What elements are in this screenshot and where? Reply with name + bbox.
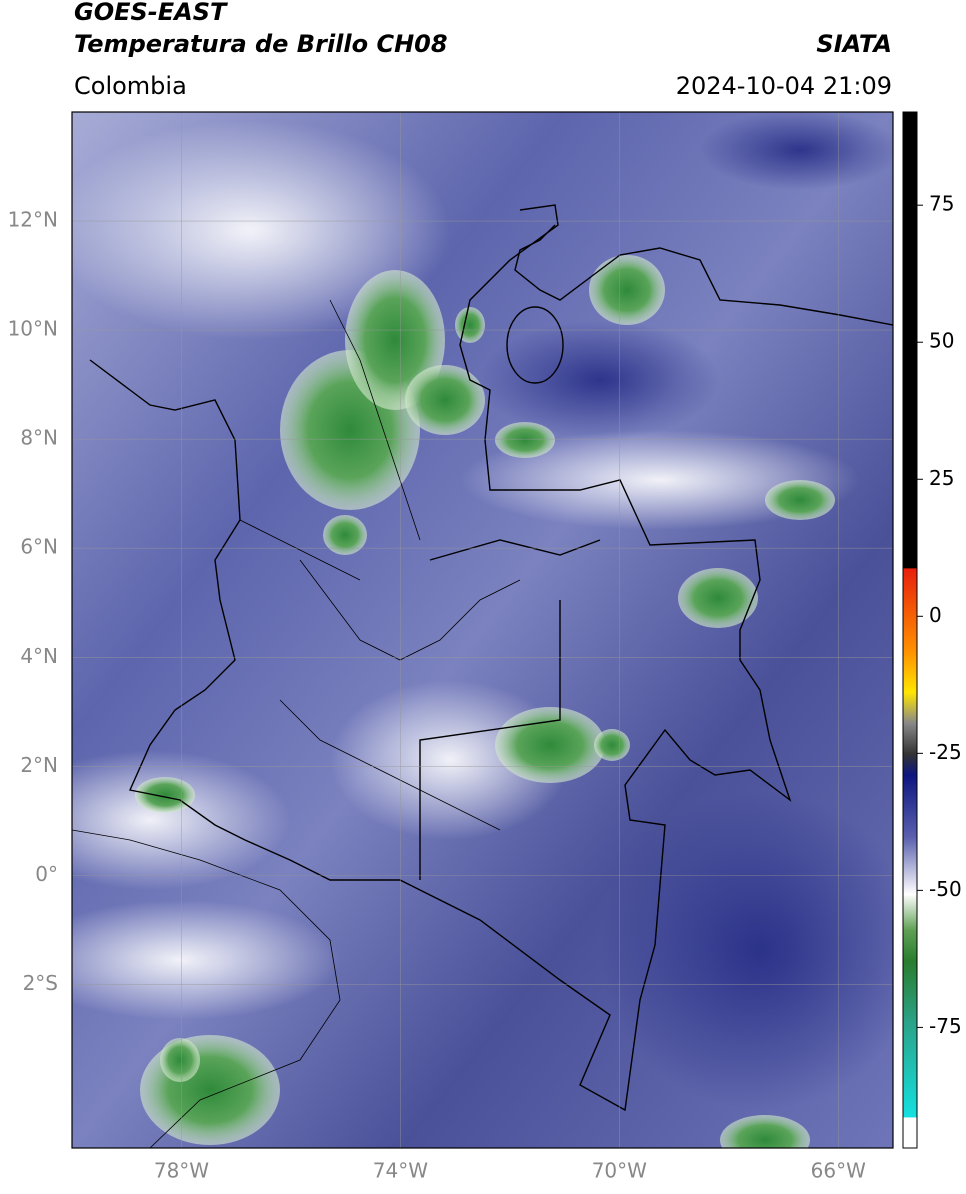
- y-tick-label: 2°N: [20, 753, 58, 777]
- product-title: Temperatura de Brillo CH08: [74, 30, 448, 58]
- x-tick-label: 78°W: [154, 1159, 209, 1183]
- colorbar-tick-label: -25: [929, 740, 962, 764]
- x-tick-label: 66°W: [811, 1159, 866, 1183]
- graticule: [72, 112, 893, 1148]
- colorbar-tick-label: -50: [929, 877, 962, 901]
- x-tick-label: 74°W: [373, 1159, 428, 1183]
- colorbar-tick-label: 75: [929, 192, 954, 216]
- satellite-image: [72, 112, 893, 1148]
- colorbar-tick-label: -75: [929, 1014, 962, 1038]
- y-tick-label: 10°N: [8, 317, 58, 341]
- colorbar-tick-label: 25: [929, 466, 954, 490]
- colorbar: [902, 111, 918, 1149]
- region: Colombia: [74, 72, 187, 100]
- datetime: 2024-10-04 21:09: [676, 72, 892, 100]
- x-tick-label: 70°W: [592, 1159, 647, 1183]
- y-tick-label: 2°S: [23, 971, 58, 995]
- y-tick-label: 8°N: [20, 426, 58, 450]
- colorbar-tick-label: 50: [929, 329, 954, 353]
- y-tick-label: 12°N: [8, 208, 58, 232]
- source-title: GOES-EAST: [74, 0, 228, 26]
- y-tick-label: 4°N: [20, 644, 58, 668]
- y-tick-label: 6°N: [20, 535, 58, 559]
- y-tick-label: 0°: [35, 862, 58, 886]
- colorbar-tick-label: 0: [929, 603, 942, 627]
- map-frame: [71, 111, 894, 1149]
- organization: SIATA: [816, 30, 892, 58]
